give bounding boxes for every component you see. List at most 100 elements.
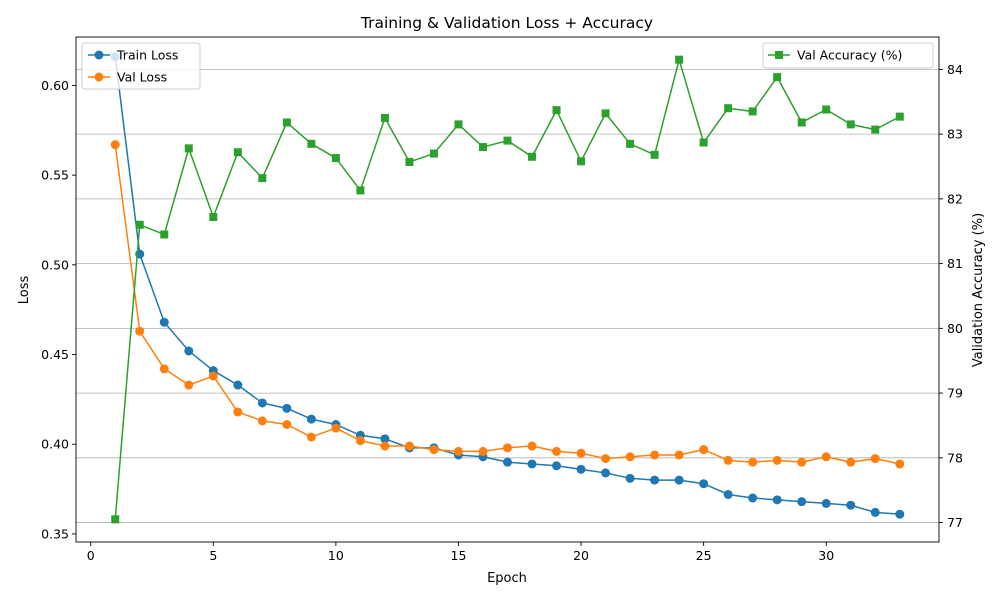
- val-loss-point: [674, 450, 684, 460]
- train-loss-point: [797, 497, 807, 507]
- x-tick-label: 5: [209, 548, 217, 563]
- x-axis-ticks: 0 5 10 15 20 25 30: [87, 542, 834, 563]
- legend-val-accuracy-marker: [775, 51, 783, 59]
- val-accuracy-point: [135, 220, 144, 229]
- val-loss-point: [282, 419, 292, 429]
- left-y-axis-ticks: 0.35 0.40 0.45 0.50 0.55 0.60: [41, 78, 76, 541]
- x-tick-label: 20: [573, 548, 589, 563]
- val-loss-point: [797, 457, 807, 467]
- right-y-axis-ticks: 77 78 79 80 81 82 83 84: [939, 62, 963, 530]
- val-accuracy-point: [429, 149, 438, 158]
- left-y-axis-label: Loss: [17, 276, 32, 305]
- val-loss-point: [380, 441, 390, 451]
- train-loss-point: [674, 475, 684, 485]
- train-loss-point: [184, 346, 194, 356]
- val-loss-point: [650, 450, 660, 460]
- legend-left: Train Loss Val Loss: [81, 42, 201, 90]
- left-y-tick-label: 0.35: [41, 526, 69, 541]
- right-y-tick-label: 77: [947, 515, 963, 530]
- val-loss-point: [233, 407, 243, 417]
- right-y-tick-label: 78: [947, 450, 963, 465]
- right-y-tick-label: 83: [947, 127, 963, 142]
- x-tick-label: 10: [328, 548, 344, 563]
- val-loss-point: [772, 455, 782, 465]
- val-loss-point: [355, 436, 365, 446]
- val-accuracy-point: [822, 105, 831, 114]
- val-loss-point: [208, 371, 218, 381]
- val-loss-point: [478, 446, 488, 456]
- val-accuracy-point: [503, 136, 512, 145]
- val-accuracy-point: [209, 212, 218, 221]
- val-accuracy-point: [650, 150, 659, 159]
- train-loss-point: [870, 507, 880, 517]
- right-y-axis-label: Validation Accuracy (%): [971, 213, 986, 367]
- val-accuracy-point: [307, 139, 316, 148]
- train-loss-point: [650, 475, 660, 485]
- x-axis-label: Epoch: [487, 571, 527, 586]
- legend-train-loss-marker: [94, 50, 104, 60]
- plot-frame: [75, 36, 940, 543]
- val-loss-point: [257, 416, 267, 426]
- train-loss-point: [772, 495, 782, 505]
- val-accuracy-point: [773, 73, 782, 82]
- val-accuracy-point: [699, 138, 708, 147]
- train-loss-point: [159, 317, 169, 327]
- train-loss-point: [625, 473, 635, 483]
- val-accuracy-point: [675, 55, 684, 64]
- train-loss-point: [699, 479, 709, 489]
- val-loss-point: [453, 446, 463, 456]
- right-y-tick-label: 82: [947, 191, 963, 206]
- x-tick-label: 15: [451, 548, 467, 563]
- val-accuracy-point: [528, 152, 537, 161]
- left-y-tick-label: 0.60: [41, 78, 69, 93]
- left-y-tick-label: 0.55: [41, 168, 69, 183]
- val-loss-point: [576, 448, 586, 458]
- val-loss-point: [723, 455, 733, 465]
- val-loss-point: [306, 432, 316, 442]
- train-loss-point: [552, 461, 562, 471]
- val-loss-point: [846, 457, 856, 467]
- val-loss-point: [331, 423, 341, 433]
- val-accuracy-point: [797, 118, 806, 127]
- x-tick-label: 25: [696, 548, 712, 563]
- train-loss-point: [821, 498, 831, 508]
- series-layer: [110, 52, 905, 524]
- x-tick-label: 0: [87, 548, 95, 563]
- val-accuracy-point: [478, 143, 487, 152]
- val-accuracy-point: [601, 109, 610, 118]
- x-tick-label: 30: [818, 548, 834, 563]
- val-accuracy-point: [111, 515, 120, 524]
- val-accuracy-point: [626, 139, 635, 148]
- val-accuracy-point: [724, 104, 733, 113]
- val-loss-point: [552, 446, 562, 456]
- val-accuracy-point: [846, 120, 855, 129]
- left-y-tick-label: 0.40: [41, 437, 69, 452]
- val-loss-point: [404, 441, 414, 451]
- val-loss-point: [625, 452, 635, 462]
- train-loss-point: [527, 459, 537, 469]
- train-loss-point: [601, 468, 611, 478]
- train-loss-point: [503, 457, 512, 467]
- val-loss-point: [601, 454, 611, 464]
- legend-val-loss-label: Val Loss: [117, 70, 167, 85]
- val-accuracy-point: [552, 106, 561, 115]
- val-accuracy-point: [895, 112, 904, 121]
- val-accuracy-point: [405, 157, 414, 166]
- chart-title: Training & Validation Loss + Accuracy: [360, 14, 653, 32]
- val-loss-point: [821, 452, 831, 462]
- right-y-tick-label: 79: [947, 386, 963, 401]
- legend-left-box: [81, 42, 201, 90]
- legend-right-box: [762, 42, 934, 69]
- val-loss-point: [159, 364, 169, 374]
- val-accuracy-point: [748, 107, 757, 116]
- val-loss-point: [527, 441, 537, 451]
- val-accuracy-point: [356, 186, 365, 195]
- val-loss-point: [870, 454, 880, 464]
- val-loss-point: [110, 140, 120, 150]
- val-accuracy-point: [160, 230, 169, 239]
- val-loss-point: [748, 457, 758, 467]
- train-loss-point: [306, 414, 316, 424]
- train-loss-point: [895, 509, 905, 519]
